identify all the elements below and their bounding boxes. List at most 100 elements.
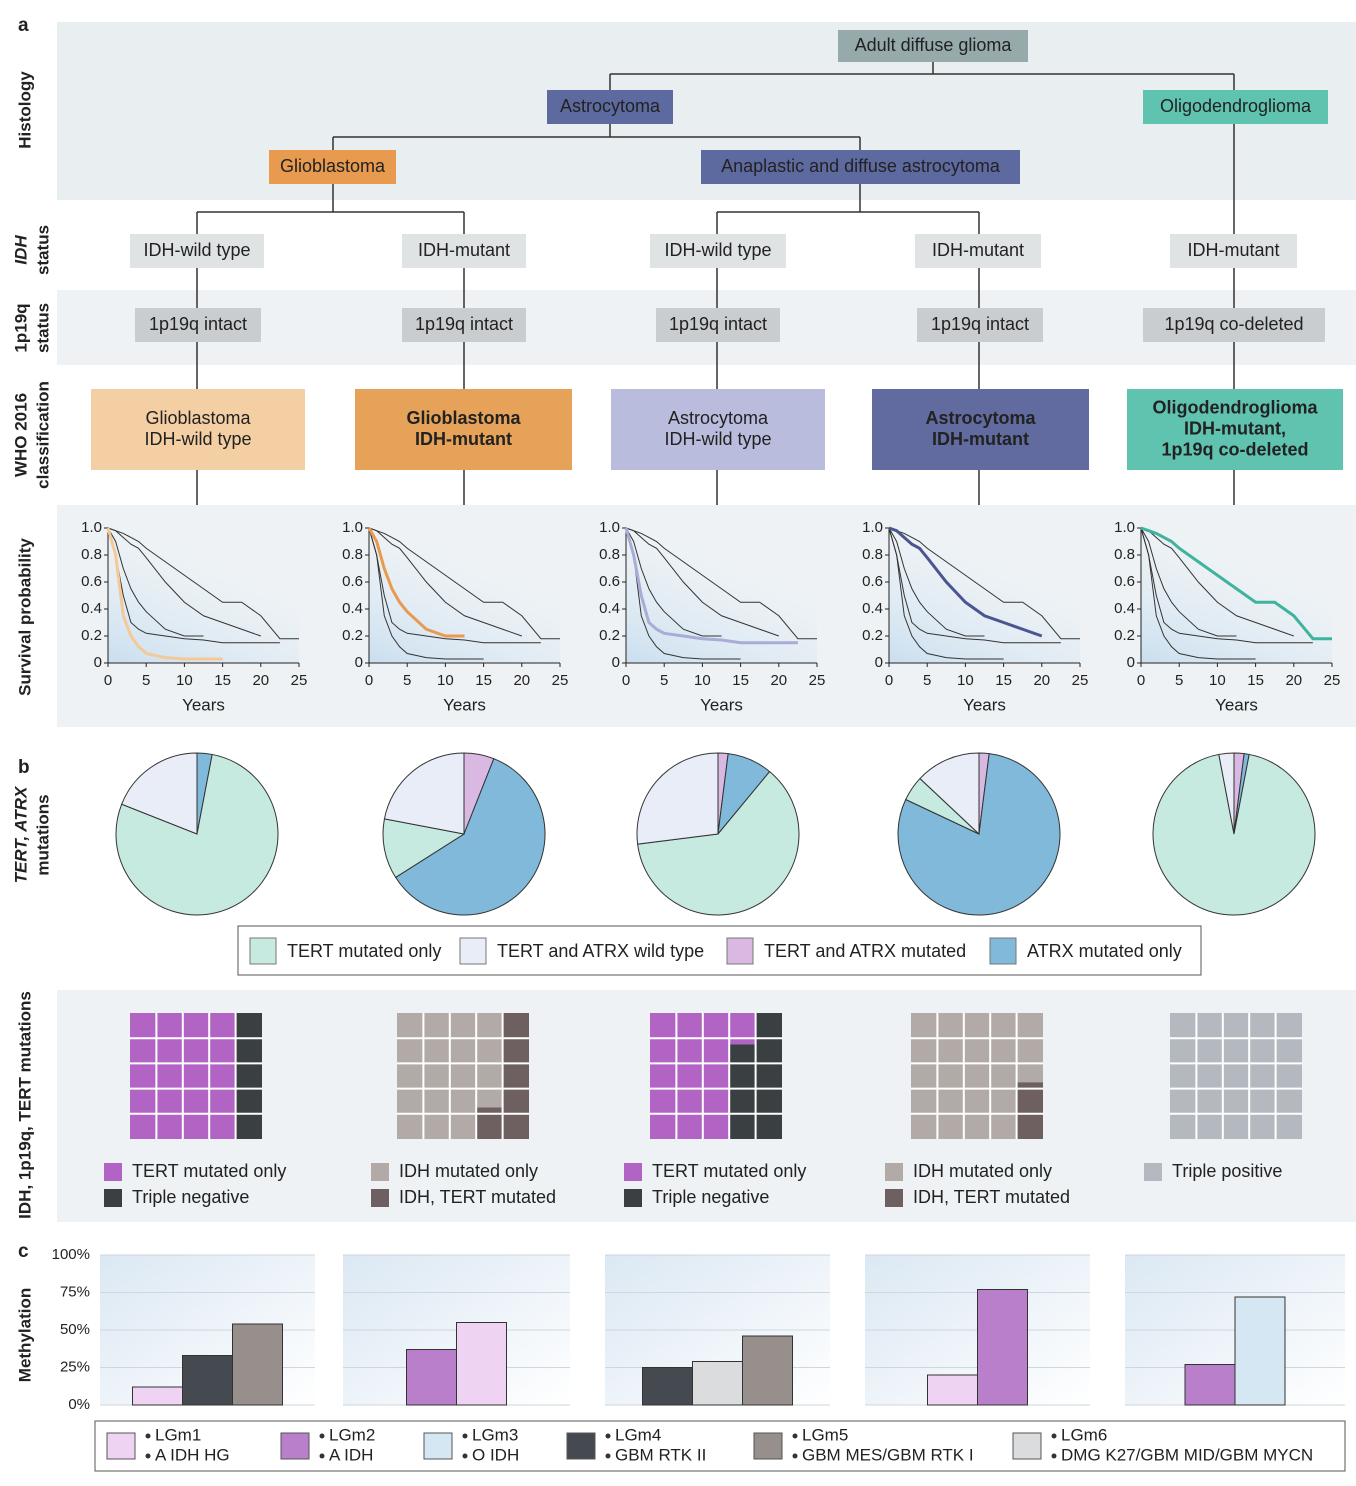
survival-curve [1140,527,1256,660]
bullet [319,1453,325,1459]
row-label: mutations [33,794,52,875]
survival-curve [625,527,779,637]
waffle-cell [1016,1082,1043,1139]
legend-label: TERT mutated only [287,941,441,961]
connectors [196,62,1235,505]
tree-label: 1p19q co-deleted [1161,439,1308,459]
waffle-cell [963,1013,991,1139]
legend-swatch [885,1189,903,1207]
tree-node [838,30,1028,62]
legend-label: GBM RTK II [615,1445,706,1464]
x-tick-label: 20 [1033,672,1050,689]
waffle-cell [1016,1013,1043,1083]
y-tick-label: 50% [60,1321,90,1338]
tree-node [1170,234,1297,268]
waffle-cell [755,1013,782,1139]
pie-slice [115,753,279,916]
bullet [145,1433,151,1439]
legend-label: LGm1 [155,1425,201,1444]
row-label: Histology [15,71,34,149]
pie-slice [121,752,198,835]
survival-curve [1140,527,1237,637]
waffle-cell [397,1013,424,1139]
waffle-cell [650,1013,677,1139]
y-tick-label: 0.4 [862,600,883,617]
pie-slice [637,770,800,916]
row-label: IDH [11,235,30,265]
x-axis-label: Years [182,695,225,714]
legend-label: TERT mutated only [652,1161,806,1181]
waffle-cell [1249,1013,1276,1139]
y-tick-label: 0.8 [862,546,883,563]
y-tick-label: 0.6 [599,573,620,590]
x-tick-label: 10 [1209,672,1226,689]
x-tick-label: 15 [732,672,749,689]
tree-node [269,150,396,184]
tree-node [135,308,261,342]
y-tick-label: 100% [52,1246,90,1263]
row-label: Survival probability [15,538,34,696]
x-axis-label: Years [963,695,1006,714]
waffle-cell [476,1107,503,1139]
y-tick-label: 0.6 [1114,573,1135,590]
pie-slice [383,752,465,835]
survival-curve [368,527,541,644]
x-tick-label: 25 [1324,672,1341,689]
y-tick-label: 0% [68,1396,90,1413]
bar [977,1289,1028,1406]
tree-node [91,389,305,470]
legend-swatch [726,937,754,965]
tree-label: Anaplastic and diffuse astrocytoma [721,156,1001,176]
legend-swatch [989,937,1017,965]
y-tick-label: 0.2 [862,627,883,644]
panel-label: c [18,1241,29,1262]
pie-slice [636,752,719,845]
waffle-cell [702,1013,730,1139]
survival-curve [107,527,299,640]
waffle-cell [676,1013,703,1139]
x-tick-label: 10 [694,672,711,689]
tree-node [1143,90,1328,124]
legend-label: LGm5 [802,1425,848,1444]
x-tick-label: 0 [1137,672,1145,689]
y-tick-label: 0 [1127,654,1135,671]
legend-swatch [753,1432,783,1460]
waffle-cell [937,1013,964,1139]
bar [1234,1296,1286,1406]
survival-curve [888,527,1061,644]
survival-curve [107,527,280,644]
y-tick-label: 25% [60,1358,90,1375]
tree-label: IDH-mutant [932,429,1029,449]
y-tick-label: 0.4 [342,600,363,617]
tree-label: Glioblastoma [280,156,386,176]
legend-label: Triple negative [132,1187,249,1207]
tree-node [130,234,264,268]
bar [456,1322,507,1406]
tree-label: Astrocytoma [925,408,1036,428]
waffle-cell [911,1013,938,1139]
row-label: status [33,303,52,353]
legend-label: O IDH [472,1445,519,1464]
survival-curve [368,527,560,640]
survival-curve [368,527,484,660]
tree-label: IDH-mutant [1187,240,1279,260]
x-tick-label: 0 [365,672,373,689]
x-tick-label: 25 [291,672,308,689]
y-tick-label: 0.2 [599,627,620,644]
tree-label: 1p19q co-deleted [1164,314,1303,334]
y-tick-label: 0.4 [1114,600,1135,617]
tree-label: IDH-wild type [664,240,771,260]
x-tick-label: 10 [437,672,454,689]
survival-curve [1140,526,1332,641]
bullet [792,1453,798,1459]
survival-curve [625,527,817,640]
legend-swatch [423,1432,453,1460]
y-tick-label: 75% [60,1283,90,1300]
bar [132,1386,183,1406]
pie-slice [1152,753,1316,916]
y-tick-label: 0.8 [599,546,620,563]
x-tick-label: 25 [809,672,826,689]
legend-box [237,925,1202,976]
bullet [462,1433,468,1439]
